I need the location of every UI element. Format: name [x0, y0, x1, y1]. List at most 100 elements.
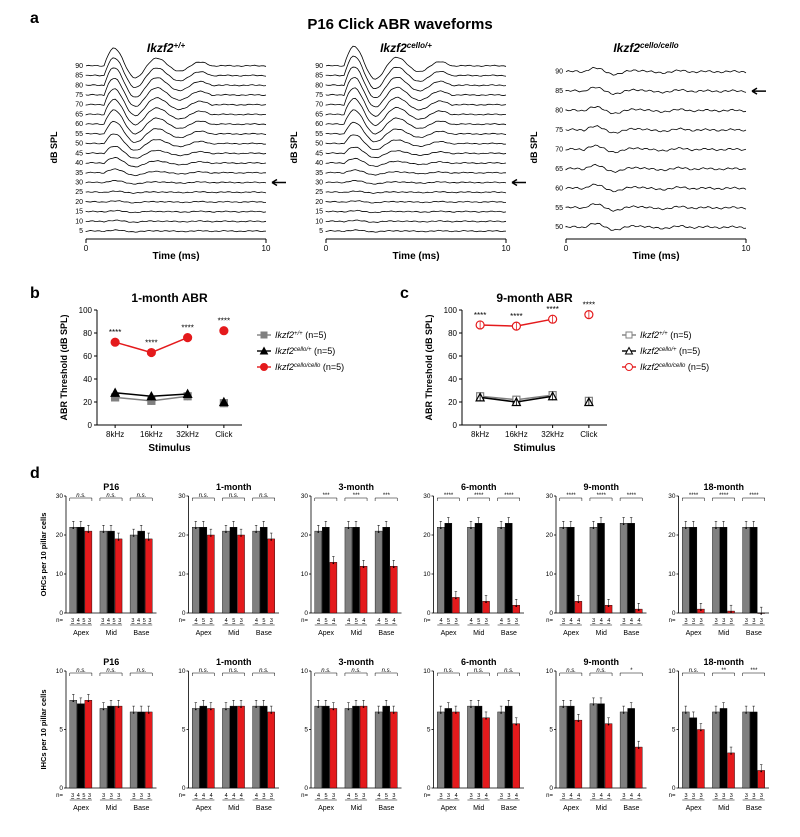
svg-text:0: 0 [549, 610, 553, 617]
svg-text:30: 30 [178, 493, 186, 500]
svg-text:30: 30 [546, 493, 554, 500]
svg-text:3: 3 [715, 793, 718, 799]
svg-text:dB SPL: dB SPL [289, 131, 299, 164]
svg-text:1-month: 1-month [216, 657, 252, 667]
svg-text:16kHz: 16kHz [140, 430, 163, 439]
svg-text:dB SPL: dB SPL [50, 131, 59, 164]
svg-text:6-month: 6-month [461, 482, 497, 492]
main-title: P16 Click ABR waveforms [0, 16, 800, 33]
svg-text:10: 10 [178, 668, 186, 675]
svg-text:3: 3 [447, 793, 450, 799]
svg-text:35: 35 [315, 170, 323, 177]
svg-text:Ikzf2cello/cello (n=5): Ikzf2cello/cello (n=5) [640, 362, 709, 372]
svg-text:3: 3 [117, 793, 120, 799]
svg-text:Base: Base [133, 805, 149, 812]
svg-text:60: 60 [555, 185, 563, 192]
svg-text:4: 4 [515, 793, 518, 799]
svg-text:Mid: Mid [106, 630, 117, 637]
svg-text:5: 5 [202, 618, 205, 624]
svg-text:Base: Base [378, 805, 394, 812]
svg-text:10: 10 [178, 571, 186, 578]
svg-text:n=: n= [179, 793, 186, 799]
svg-text:0: 0 [88, 421, 93, 430]
svg-text:10: 10 [301, 668, 309, 675]
svg-text:***: *** [353, 493, 361, 499]
svg-text:3: 3 [722, 618, 725, 624]
svg-text:Base: Base [501, 630, 517, 637]
svg-text:n=: n= [424, 793, 431, 799]
svg-text:****: **** [504, 493, 514, 499]
svg-text:4: 4 [317, 793, 320, 799]
panel-label-c: c [400, 285, 409, 303]
svg-text:5: 5 [385, 793, 388, 799]
svg-text:10: 10 [546, 668, 554, 675]
svg-text:85: 85 [75, 73, 83, 80]
svg-text:Mid: Mid [596, 805, 607, 812]
svg-text:n.s.: n.s. [351, 668, 361, 674]
svg-text:80: 80 [315, 82, 323, 89]
svg-text:n.s.: n.s. [321, 668, 331, 674]
svg-text:10: 10 [262, 244, 271, 253]
svg-text:****: **** [597, 493, 607, 499]
svg-text:4: 4 [600, 618, 603, 624]
svg-text:n=: n= [179, 618, 186, 624]
svg-text:4: 4 [347, 793, 350, 799]
svg-text:4: 4 [202, 793, 205, 799]
svg-text:****: **** [627, 493, 637, 499]
svg-text:45: 45 [315, 150, 323, 157]
svg-text:90: 90 [315, 63, 323, 70]
svg-text:5: 5 [325, 618, 328, 624]
svg-text:5: 5 [79, 228, 83, 235]
svg-text:n.s.: n.s. [504, 668, 514, 674]
svg-text:5: 5 [325, 793, 328, 799]
svg-text:3: 3 [760, 793, 763, 799]
svg-text:5: 5 [477, 618, 480, 624]
svg-text:25: 25 [75, 189, 83, 196]
svg-text:3: 3 [752, 618, 755, 624]
svg-text:Base: Base [623, 630, 639, 637]
svg-text:3: 3 [692, 793, 695, 799]
svg-text:75: 75 [555, 127, 563, 134]
svg-text:****: **** [583, 301, 595, 310]
svg-text:3: 3 [700, 618, 703, 624]
svg-text:40: 40 [83, 375, 92, 384]
svg-text:****: **** [218, 317, 230, 326]
svg-text:3: 3 [730, 793, 733, 799]
svg-text:35: 35 [75, 170, 83, 177]
svg-text:10: 10 [56, 668, 64, 675]
svg-text:Apex: Apex [563, 805, 579, 812]
svg-text:90: 90 [555, 69, 563, 76]
svg-text:3: 3 [685, 618, 688, 624]
svg-text:Base: Base [378, 630, 394, 637]
svg-text:3: 3 [332, 793, 335, 799]
svg-text:65: 65 [555, 166, 563, 173]
svg-text:0: 0 [672, 785, 676, 792]
svg-text:10: 10 [56, 571, 64, 578]
svg-text:n=: n= [424, 618, 431, 624]
svg-text:3: 3 [455, 618, 458, 624]
svg-text:****: **** [474, 311, 486, 320]
svg-text:Ikzf2cello/cello: Ikzf2cello/cello [613, 41, 678, 56]
svg-text:***: *** [750, 668, 758, 674]
svg-text:Mid: Mid [473, 630, 484, 637]
svg-text:0: 0 [427, 610, 431, 617]
svg-text:4: 4 [630, 618, 633, 624]
svg-text:Click: Click [580, 430, 598, 439]
svg-text:Ikzf2+/+: Ikzf2+/+ [147, 41, 186, 56]
svg-text:Mid: Mid [718, 630, 729, 637]
svg-text:60: 60 [315, 121, 323, 128]
svg-text:****: **** [546, 305, 558, 314]
panel-b-container: 1-month ABR020406080100ABR Threshold (dB… [55, 290, 385, 455]
svg-text:3: 3 [148, 618, 151, 624]
svg-text:6-month: 6-month [461, 657, 497, 667]
svg-text:P16: P16 [103, 657, 119, 667]
svg-text:4: 4 [137, 618, 140, 624]
svg-text:n.s.: n.s. [137, 668, 147, 674]
svg-text:n=: n= [56, 793, 63, 799]
svg-text:Base: Base [133, 630, 149, 637]
svg-text:9-month ABR: 9-month ABR [496, 291, 573, 305]
svg-text:4: 4 [77, 618, 80, 624]
svg-text:3: 3 [745, 793, 748, 799]
panel-a-container: Ikzf2+/+dB SPL90858075706560555045403530… [50, 40, 770, 270]
svg-text:4: 4 [500, 618, 503, 624]
